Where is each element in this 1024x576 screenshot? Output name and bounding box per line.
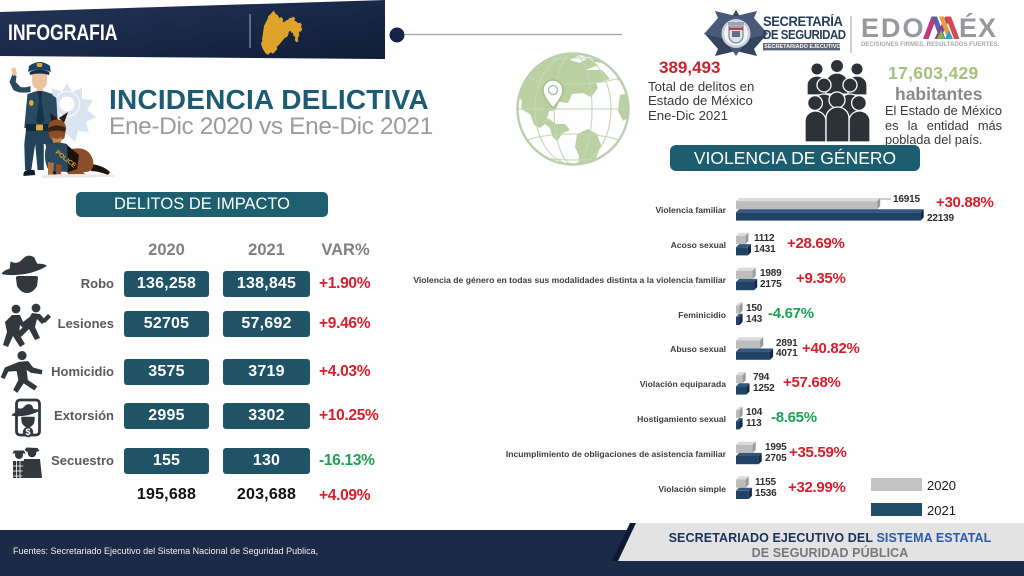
svg-text:$: $ [25, 427, 30, 437]
